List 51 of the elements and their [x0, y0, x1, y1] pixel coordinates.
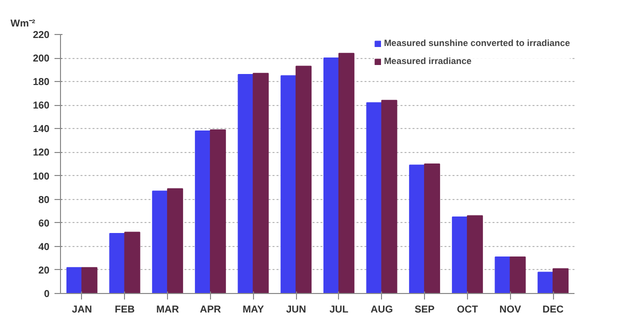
bar: [210, 129, 226, 294]
bar: [66, 267, 82, 294]
x-tick-label: FEB: [114, 304, 135, 316]
bar: [280, 75, 297, 294]
x-tick-label: MAY: [242, 304, 264, 316]
bar: [452, 216, 468, 294]
bar: [194, 130, 211, 294]
y-tick-label: 180: [32, 77, 50, 88]
bar: [338, 52, 354, 294]
bar: [538, 272, 554, 294]
bar: [124, 232, 140, 294]
bar: [252, 72, 269, 294]
y-tick-label: 140: [32, 124, 50, 136]
x-tick-label: OCT: [456, 304, 478, 316]
x-tick-label: AUG: [370, 304, 394, 316]
bar: [323, 58, 340, 294]
y-tick-label: 160: [32, 100, 50, 112]
x-tick-label: SEP: [414, 304, 435, 316]
bar: [466, 215, 483, 294]
bar: [494, 256, 511, 294]
bar: [409, 164, 426, 294]
bar: [510, 256, 526, 294]
y-tick-label: 0: [44, 289, 50, 300]
x-tick-label: JUN: [286, 304, 306, 316]
x-tick-label: APR: [200, 304, 222, 316]
bar: [552, 268, 569, 294]
x-tick-label: DEC: [542, 304, 564, 316]
legend-label: Measured irradiance: [384, 56, 472, 66]
y-axis-title: Wm⁻²: [10, 18, 36, 30]
y-tick-label: 200: [32, 54, 50, 65]
bar: [81, 267, 98, 294]
bar: [167, 188, 184, 294]
y-tick-label: 220: [32, 30, 50, 41]
bar: [296, 66, 312, 294]
y-tick-label: 100: [32, 171, 50, 182]
y-tick-label: 20: [38, 265, 50, 276]
y-tick-label: 40: [38, 242, 50, 253]
bar: [381, 100, 398, 294]
x-tick-label: MAR: [156, 304, 180, 316]
x-tick-label: JAN: [72, 304, 92, 316]
x-tick-label: JUL: [329, 304, 348, 316]
y-tick-label: 80: [38, 194, 50, 206]
bar: [238, 74, 254, 294]
y-tick-label: 60: [38, 218, 50, 230]
bar: [109, 232, 126, 294]
bar: [366, 102, 382, 294]
legend-label: Measured sunshine converted to irradiance: [384, 38, 570, 48]
bar: [152, 190, 168, 294]
bar: [424, 164, 440, 294]
x-tick-label: NOV: [499, 304, 522, 316]
y-tick-label: 120: [32, 148, 50, 159]
